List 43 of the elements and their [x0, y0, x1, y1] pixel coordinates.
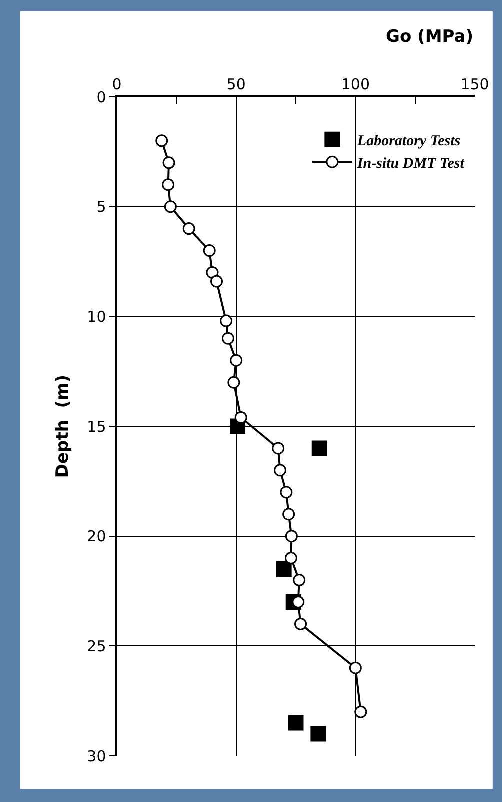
- y-tick-label: 15: [87, 418, 106, 436]
- point: [294, 618, 308, 630]
- point: [288, 715, 304, 731]
- y-tick-label: 10: [87, 308, 106, 326]
- x-tick-label: 150: [460, 75, 490, 94]
- point: [182, 222, 196, 236]
- point: [162, 178, 175, 192]
- x-tick-label: 50: [226, 75, 246, 94]
- y-axis-title: Depth (m): [53, 374, 74, 478]
- point: [234, 411, 248, 424]
- point: [222, 332, 234, 345]
- point: [284, 552, 298, 565]
- point: [310, 726, 326, 742]
- point: [272, 442, 285, 455]
- x-axis-title: Go (MPa): [386, 27, 474, 47]
- point: [276, 562, 292, 578]
- y-tick-label: 25: [87, 637, 106, 656]
- point: [203, 244, 216, 258]
- x-tick-label: 0: [112, 75, 122, 94]
- point: [228, 376, 240, 389]
- point: [292, 596, 305, 608]
- point: [285, 530, 298, 543]
- point: [312, 440, 328, 456]
- y-tick-label: 30: [87, 747, 106, 766]
- legend-label: Laboratory Tests: [356, 133, 461, 150]
- point: [349, 662, 362, 674]
- y-tick-label: 5: [96, 198, 106, 216]
- point: [164, 200, 177, 214]
- x-tick-label: 100: [341, 75, 370, 94]
- y-tick-label: 0: [96, 88, 106, 106]
- point: [280, 486, 293, 499]
- point: [156, 134, 168, 148]
- point: [293, 574, 306, 587]
- point: [230, 354, 243, 367]
- point: [354, 706, 368, 718]
- point: [162, 156, 176, 170]
- point: [210, 275, 224, 288]
- point: [282, 508, 296, 521]
- point: [206, 266, 219, 279]
- legend-label: In-situ DMT Test: [356, 156, 466, 172]
- point: [274, 464, 286, 477]
- y-tick-label: 20: [87, 528, 106, 546]
- point: [220, 314, 233, 328]
